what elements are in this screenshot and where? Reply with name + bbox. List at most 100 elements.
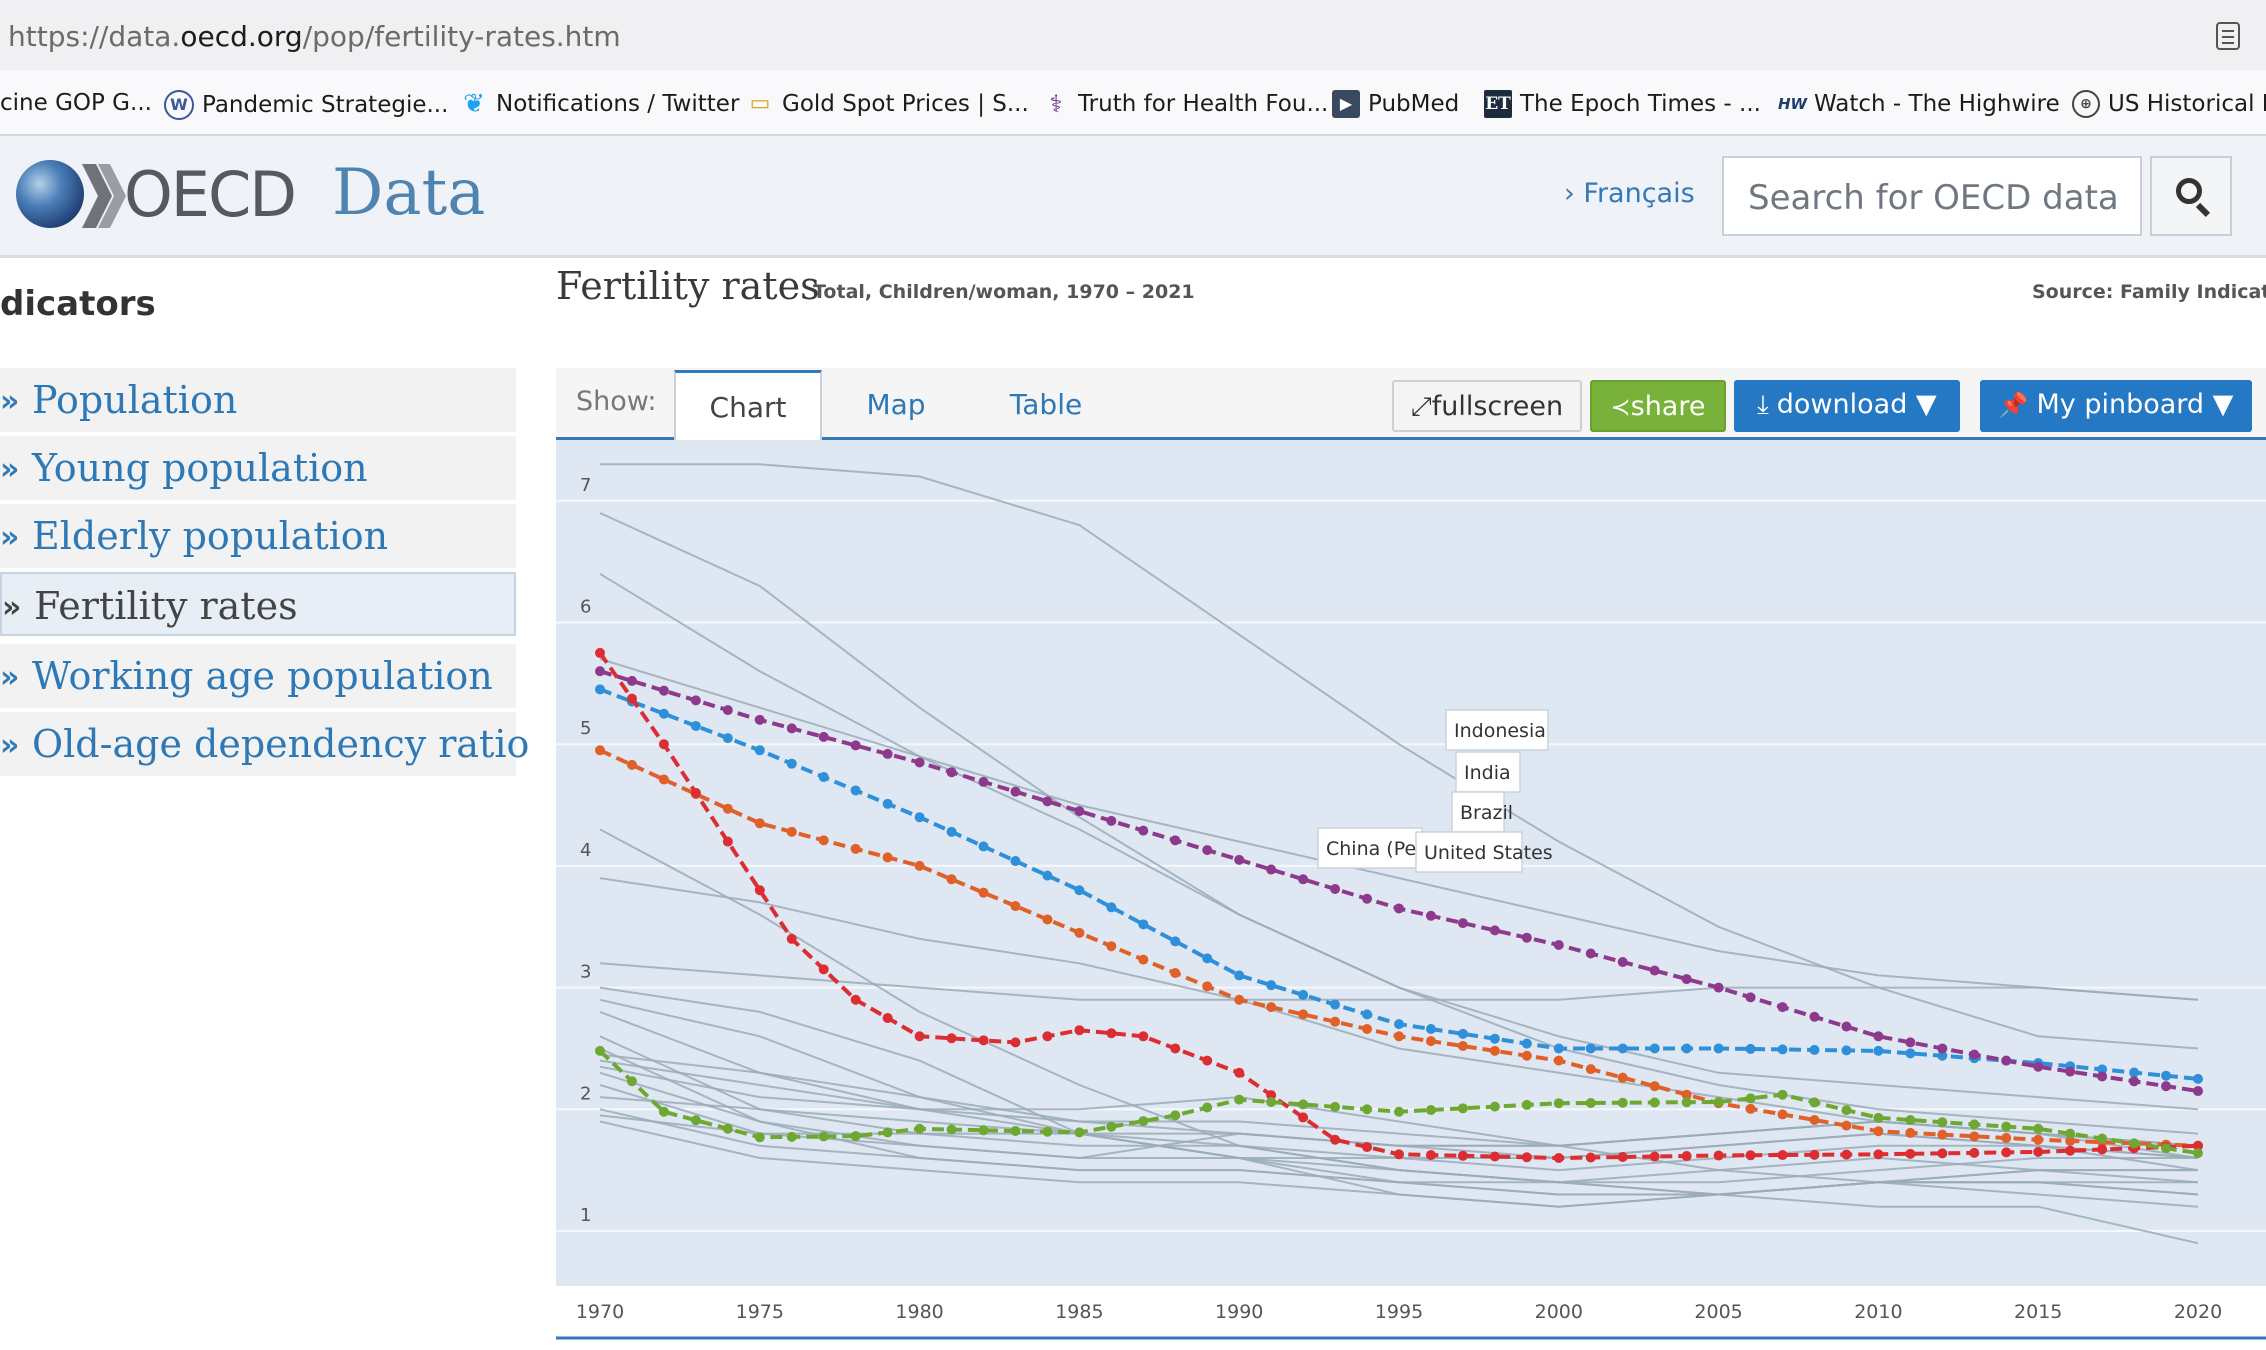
data-point[interactable] xyxy=(2129,1076,2140,1087)
data-point[interactable] xyxy=(1521,1152,1532,1163)
data-point[interactable] xyxy=(2193,1148,2203,1159)
data-point[interactable] xyxy=(1042,1126,1053,1137)
data-point[interactable] xyxy=(1841,1021,1852,1032)
bookmark-item[interactable]: cine GOP G... xyxy=(0,90,152,116)
data-point[interactable] xyxy=(1905,1115,1916,1126)
data-point[interactable] xyxy=(1841,1120,1852,1131)
data-point[interactable] xyxy=(1937,1117,1948,1128)
data-point[interactable] xyxy=(1170,936,1181,947)
data-point[interactable] xyxy=(1489,1101,1500,1112)
data-point[interactable] xyxy=(1425,1023,1436,1034)
data-point[interactable] xyxy=(978,841,989,852)
data-point[interactable] xyxy=(914,757,925,768)
data-point[interactable] xyxy=(1138,1116,1149,1127)
data-point[interactable] xyxy=(1394,1149,1404,1160)
data-point[interactable] xyxy=(850,785,861,796)
data-point[interactable] xyxy=(1266,980,1277,991)
data-point[interactable] xyxy=(1170,835,1181,846)
reader-view-icon[interactable] xyxy=(2216,22,2240,50)
data-point[interactable] xyxy=(1074,1127,1085,1138)
data-point[interactable] xyxy=(658,685,669,696)
other-country-line[interactable] xyxy=(599,1108,2199,1196)
data-point[interactable] xyxy=(1457,1028,1468,1039)
data-point[interactable] xyxy=(978,887,989,898)
data-point[interactable] xyxy=(1521,1038,1532,1049)
data-point[interactable] xyxy=(978,776,989,787)
data-point[interactable] xyxy=(946,1033,957,1044)
data-point[interactable] xyxy=(946,874,957,885)
data-point[interactable] xyxy=(1425,1036,1436,1047)
data-point[interactable] xyxy=(1969,1119,1980,1130)
data-point[interactable] xyxy=(914,860,925,871)
data-point[interactable] xyxy=(1425,1150,1436,1161)
sidebar-item-old-age-dependency-ratio[interactable]: » Old-age dependency ratio xyxy=(0,712,529,776)
data-point[interactable] xyxy=(914,1123,925,1134)
data-point[interactable] xyxy=(690,787,701,798)
data-point[interactable] xyxy=(1010,786,1021,797)
data-point[interactable] xyxy=(2161,1081,2172,1092)
source-link[interactable]: Source: Family Indicators xyxy=(2032,281,2266,303)
data-point[interactable] xyxy=(2065,1066,2076,1077)
data-point[interactable] xyxy=(1010,856,1021,867)
data-point[interactable] xyxy=(1138,954,1149,965)
data-point[interactable] xyxy=(914,812,925,823)
data-point[interactable] xyxy=(1202,953,1213,964)
data-point[interactable] xyxy=(754,714,765,725)
data-point[interactable] xyxy=(1841,1105,1852,1116)
data-point[interactable] xyxy=(1234,994,1245,1005)
data-point[interactable] xyxy=(850,994,861,1005)
data-point[interactable] xyxy=(2097,1064,2108,1075)
bookmark-item[interactable]: ▭ Gold Spot Prices | S... xyxy=(746,90,1029,118)
other-country-line[interactable] xyxy=(599,658,2199,1001)
fullscreen-button[interactable]: ⤢fullscreen xyxy=(1392,380,1582,432)
other-country-line[interactable] xyxy=(599,1053,2199,1147)
data-point[interactable] xyxy=(2193,1086,2203,1097)
data-point[interactable] xyxy=(1138,825,1149,836)
data-point[interactable] xyxy=(2033,1134,2044,1145)
data-point[interactable] xyxy=(882,852,893,863)
data-point[interactable] xyxy=(1298,1099,1309,1110)
data-point[interactable] xyxy=(1809,1149,1820,1160)
data-point[interactable] xyxy=(1937,1148,1948,1159)
data-point[interactable] xyxy=(1681,1043,1692,1054)
data-point[interactable] xyxy=(1777,1002,1788,1013)
sidebar-item-population[interactable]: » Population xyxy=(0,368,516,432)
data-point[interactable] xyxy=(1713,982,1724,993)
data-point[interactable] xyxy=(1777,1109,1788,1120)
data-point[interactable] xyxy=(850,843,861,854)
data-point[interactable] xyxy=(1489,1045,1500,1056)
search-button[interactable] xyxy=(2150,156,2232,236)
tab-chart[interactable]: Chart xyxy=(674,370,822,440)
data-point[interactable] xyxy=(1809,1011,1820,1022)
data-point[interactable] xyxy=(1681,1151,1692,1162)
data-point[interactable] xyxy=(882,798,893,809)
data-point[interactable] xyxy=(1489,925,1500,936)
data-point[interactable] xyxy=(1905,1127,1916,1138)
tab-map[interactable]: Map xyxy=(866,388,926,421)
data-point[interactable] xyxy=(1809,1115,1820,1126)
data-point[interactable] xyxy=(1425,1105,1436,1116)
data-point[interactable] xyxy=(2033,1123,2044,1134)
data-point[interactable] xyxy=(1937,1129,1948,1140)
data-point[interactable] xyxy=(1905,1148,1916,1159)
data-point[interactable] xyxy=(1074,885,1085,896)
data-point[interactable] xyxy=(882,1013,893,1024)
data-point[interactable] xyxy=(1585,1097,1596,1108)
data-point[interactable] xyxy=(1234,1094,1245,1105)
data-point[interactable] xyxy=(1713,1043,1724,1054)
data-point[interactable] xyxy=(626,675,637,686)
data-point[interactable] xyxy=(1362,1142,1373,1153)
data-point[interactable] xyxy=(754,818,765,829)
data-point[interactable] xyxy=(1841,1045,1852,1056)
data-point[interactable] xyxy=(595,1045,605,1056)
data-point[interactable] xyxy=(1234,854,1245,865)
data-point[interactable] xyxy=(1585,948,1596,959)
data-point[interactable] xyxy=(2001,1055,2012,1066)
language-link[interactable]: › Français xyxy=(1564,178,1695,209)
data-point[interactable] xyxy=(722,836,733,847)
data-point[interactable] xyxy=(1202,981,1213,992)
data-point[interactable] xyxy=(1553,1152,1564,1163)
data-point[interactable] xyxy=(1074,927,1085,938)
data-point[interactable] xyxy=(722,803,733,814)
data-point[interactable] xyxy=(786,826,797,837)
